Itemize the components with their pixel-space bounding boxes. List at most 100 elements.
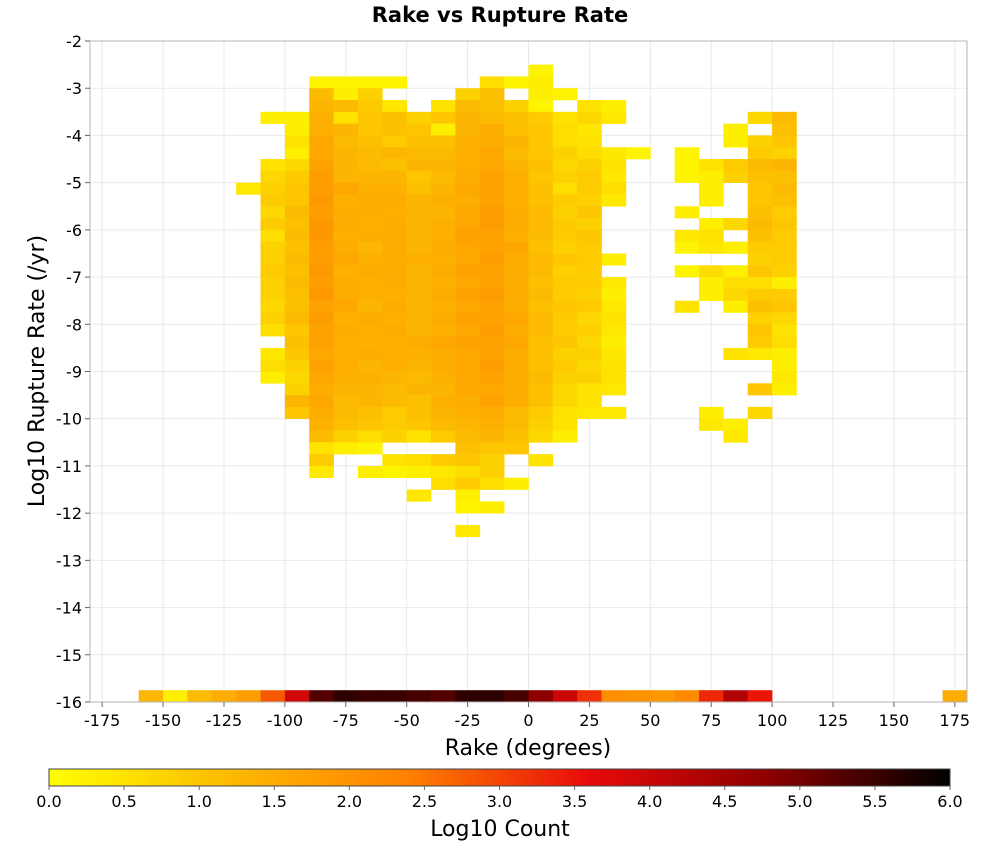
- heatmap-bin: [382, 277, 407, 290]
- heatmap-bin: [455, 347, 481, 360]
- heatmap-bin: [601, 147, 627, 160]
- heatmap-bin: [333, 253, 359, 266]
- heatmap-bin: [284, 690, 310, 703]
- heatmap-bin: [406, 135, 432, 148]
- heatmap-bin: [577, 383, 602, 396]
- heatmap-bin: [309, 312, 334, 325]
- heatmap-bin: [747, 194, 773, 207]
- heatmap-bin: [357, 312, 383, 325]
- heatmap-bin: [406, 206, 432, 219]
- heatmap-bin: [455, 229, 481, 242]
- heatmap-bin: [455, 312, 481, 325]
- heatmap-bin: [747, 229, 773, 242]
- heatmap-bin: [357, 418, 383, 431]
- heatmap-bin: [479, 312, 505, 325]
- colorbar-tick-label: 3.0: [487, 792, 512, 811]
- heatmap-bin: [479, 383, 505, 396]
- heatmap-bin: [772, 241, 797, 254]
- heatmap-bin: [455, 253, 481, 266]
- heatmap-bin: [406, 241, 432, 254]
- heatmap-bin: [309, 465, 334, 479]
- heatmap-bin: [577, 336, 602, 349]
- colorbar-label: Log10 Count: [430, 817, 570, 842]
- heatmap-bin: [455, 123, 481, 136]
- heatmap-bin: [504, 288, 529, 301]
- heatmap-bin: [528, 218, 554, 231]
- y-tick-label: -10: [56, 410, 82, 429]
- heatmap-bin: [747, 135, 773, 148]
- colorbar-tick-label: 0.0: [36, 792, 61, 811]
- heatmap-bin: [479, 88, 505, 101]
- heatmap-bin: [406, 359, 432, 372]
- heatmap-bin: [357, 690, 383, 703]
- heatmap-bin: [333, 170, 359, 183]
- x-tick-label: 25: [579, 711, 599, 730]
- heatmap-bin: [479, 418, 505, 431]
- heatmap-bin: [284, 300, 310, 313]
- heatmap-bin: [357, 347, 383, 360]
- heatmap-bin: [747, 336, 773, 349]
- heatmap-bin: [577, 182, 602, 195]
- colorbar-tick-label: 1.0: [186, 792, 211, 811]
- heatmap-bin: [406, 324, 432, 337]
- heatmap-bin: [504, 442, 529, 455]
- heatmap-bin: [357, 336, 383, 349]
- heatmap-bin: [699, 229, 724, 242]
- heatmap-bin: [772, 206, 797, 219]
- heatmap-bin: [601, 406, 627, 420]
- y-tick-label: -15: [56, 646, 82, 665]
- heatmap-bin: [357, 135, 383, 148]
- heatmap-bin: [479, 454, 505, 467]
- heatmap-bin: [309, 182, 334, 195]
- heatmap-bin: [528, 64, 554, 77]
- heatmap-bin: [772, 253, 797, 266]
- heatmap-bin: [723, 690, 749, 703]
- heatmap-bin: [406, 218, 432, 231]
- heatmap-bin: [406, 312, 432, 325]
- heatmap-bin: [601, 312, 627, 325]
- heatmap-bin: [284, 347, 310, 360]
- x-tick-label: 150: [879, 711, 910, 730]
- heatmap-bin: [528, 383, 554, 396]
- heatmap-bin: [528, 265, 554, 278]
- heatmap-bin: [284, 324, 310, 337]
- heatmap-bin: [479, 147, 505, 160]
- heatmap-bin: [260, 241, 286, 254]
- heatmap-bin: [309, 111, 334, 124]
- heatmap-bin: [772, 123, 797, 136]
- heatmap-bin: [431, 170, 456, 183]
- heatmap-bin: [699, 170, 724, 183]
- heatmap-bin: [284, 359, 310, 372]
- heatmap-bin: [479, 100, 505, 113]
- heatmap-bin: [431, 253, 456, 266]
- heatmap-bin: [577, 159, 602, 172]
- heatmap-bin: [406, 182, 432, 195]
- heatmap-bin: [382, 135, 407, 148]
- heatmap-bin: [333, 418, 359, 431]
- heatmap-bin: [260, 312, 286, 325]
- heatmap-bin: [747, 218, 773, 231]
- heatmap-bin: [723, 170, 749, 183]
- colorbar-tick-label: 2.5: [412, 792, 437, 811]
- heatmap-bin: [772, 170, 797, 183]
- heatmap-bin: [528, 288, 554, 301]
- heatmap-bin: [382, 194, 407, 207]
- heatmap-bin: [431, 383, 456, 396]
- heatmap-bin: [577, 147, 602, 160]
- y-tick-label: -9: [66, 363, 82, 382]
- heatmap-bin: [552, 395, 578, 408]
- heatmap-bin: [284, 406, 310, 420]
- heatmap-bin: [504, 241, 529, 254]
- heatmap-bin: [504, 477, 529, 490]
- heatmap-bin: [552, 371, 578, 384]
- heatmap-bin: [552, 147, 578, 160]
- heatmap-bin: [333, 241, 359, 254]
- x-tick-label: -100: [267, 711, 303, 730]
- y-axis-ticks: -2 -3 -4 -5 -6 -7 -8 -9 -10 -11 -12 -13 -14 -15 -16: [56, 32, 90, 712]
- heatmap-bin: [455, 465, 481, 479]
- heatmap-bin: [309, 265, 334, 278]
- heatmap-bin: [333, 182, 359, 195]
- heatmap-bin: [772, 194, 797, 207]
- heatmap-bin: [699, 194, 724, 207]
- heatmap-bin: [333, 324, 359, 337]
